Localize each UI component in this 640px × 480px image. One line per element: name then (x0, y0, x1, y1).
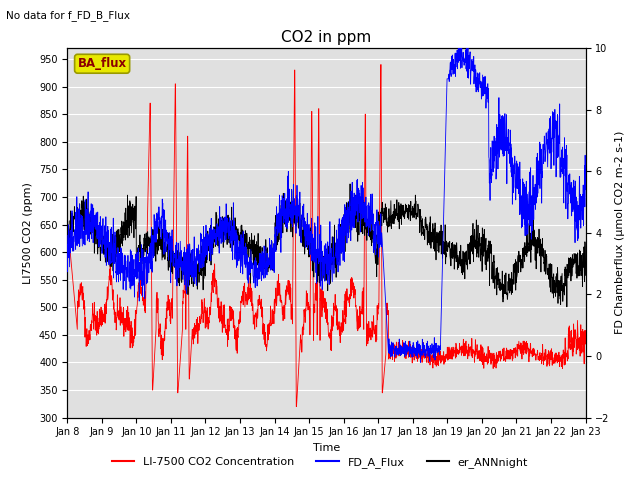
Y-axis label: FD Chamberflux (μmol CO2 m-2 s-1): FD Chamberflux (μmol CO2 m-2 s-1) (615, 131, 625, 335)
Legend: LI-7500 CO2 Concentration, FD_A_Flux, er_ANNnight: LI-7500 CO2 Concentration, FD_A_Flux, er… (108, 452, 532, 472)
Y-axis label: LI7500 CO2 (ppm): LI7500 CO2 (ppm) (23, 182, 33, 284)
Text: No data for f_FD_B_Flux: No data for f_FD_B_Flux (6, 10, 131, 21)
Text: BA_flux: BA_flux (77, 57, 127, 70)
Title: CO2 in ppm: CO2 in ppm (281, 30, 372, 46)
X-axis label: Time: Time (313, 443, 340, 453)
